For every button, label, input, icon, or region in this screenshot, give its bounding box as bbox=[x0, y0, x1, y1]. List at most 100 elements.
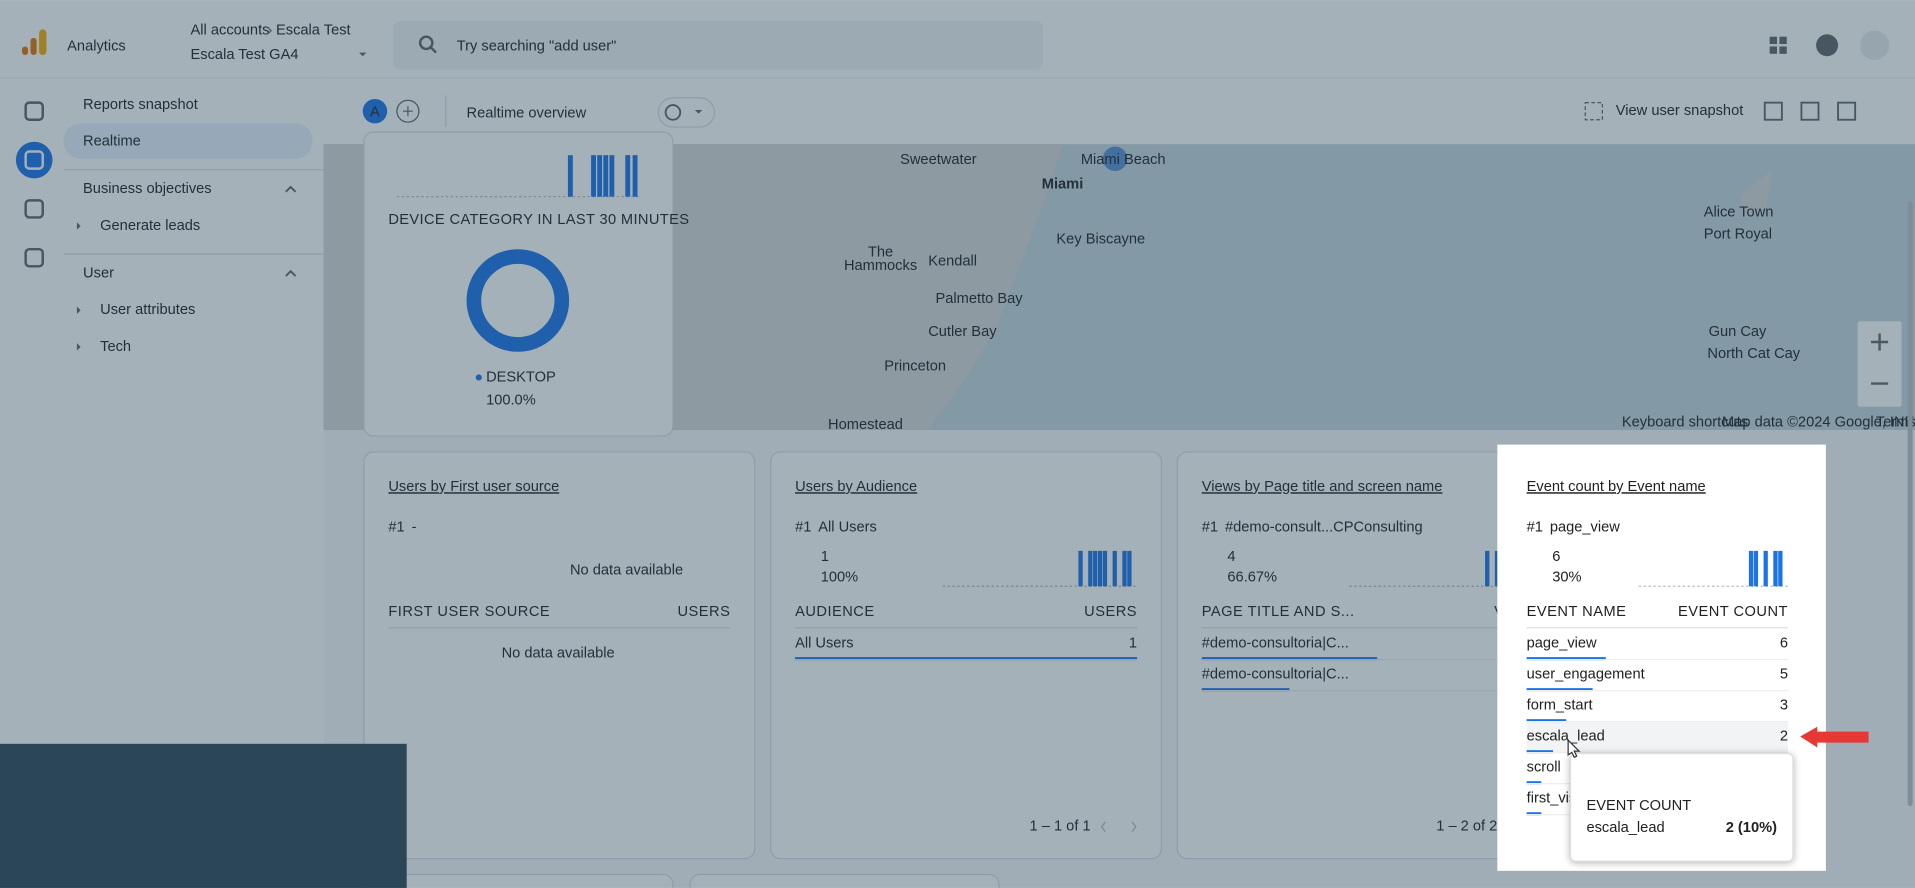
sidebar-item[interactable]: Realtime bbox=[83, 134, 141, 150]
apps-icon bbox=[1779, 46, 1787, 54]
top-value: 6 bbox=[1552, 549, 1560, 565]
logo bbox=[21, 29, 47, 56]
tooltip-name: escala_lead bbox=[1586, 820, 1664, 836]
search-box[interactable] bbox=[393, 20, 1043, 70]
breadcrumb: All accounts bbox=[191, 22, 270, 38]
toolbar-icon[interactable] bbox=[1763, 101, 1783, 121]
card bbox=[770, 451, 1163, 860]
row-value: 6 bbox=[1780, 636, 1788, 652]
row-bar bbox=[795, 657, 1138, 661]
row-name[interactable]: #demo-consultoria|C... bbox=[1202, 667, 1349, 683]
tooltip bbox=[1569, 752, 1794, 862]
map-footer: Terms bbox=[1876, 415, 1915, 431]
row-name[interactable]: user_engagement bbox=[1527, 667, 1645, 683]
nav-active bbox=[15, 141, 53, 179]
plus bbox=[403, 106, 413, 117]
zoom-icons bbox=[1871, 333, 1889, 385]
nav-icon[interactable] bbox=[24, 150, 44, 170]
column-header: USERS bbox=[677, 604, 730, 620]
expand-arrow bbox=[76, 306, 81, 314]
column-header: EVENT NAME bbox=[1527, 604, 1627, 620]
legend-dot bbox=[475, 374, 482, 381]
map-label: Sweetwater bbox=[900, 152, 977, 168]
top-rank: #1 bbox=[1527, 520, 1543, 536]
check-icon bbox=[664, 104, 682, 121]
red-arrow bbox=[1800, 726, 1869, 748]
device-card bbox=[363, 131, 674, 437]
sidebar-item[interactable]: Tech bbox=[100, 339, 131, 355]
card-title[interactable]: Users by First user source bbox=[388, 479, 559, 495]
row-bar bbox=[1526, 781, 1542, 785]
breadcrumb-chevron bbox=[267, 26, 272, 35]
zoom-control[interactable] bbox=[1857, 321, 1902, 407]
snapshot-button[interactable]: View user snapshot bbox=[1616, 103, 1744, 119]
nav-icon[interactable] bbox=[24, 247, 44, 268]
mini-bar bbox=[609, 155, 615, 197]
sidebar-item[interactable]: Generate leads bbox=[100, 218, 200, 234]
top-rank: #1 bbox=[1202, 520, 1218, 536]
toolbar-icon[interactable] bbox=[1800, 101, 1820, 121]
mini-bar bbox=[1088, 550, 1093, 587]
top-rank: #1 bbox=[795, 520, 811, 536]
nav-icon[interactable] bbox=[24, 199, 44, 219]
account-avatar[interactable] bbox=[1860, 30, 1890, 60]
cursor bbox=[1567, 738, 1581, 759]
card-title[interactable]: Event count by Event name bbox=[1527, 479, 1706, 495]
map-label: Port Royal bbox=[1704, 226, 1772, 242]
property-name[interactable]: Escala Test GA4 bbox=[191, 47, 299, 63]
mini-bar bbox=[1127, 550, 1132, 587]
scrollbar bbox=[1907, 201, 1913, 807]
card-title[interactable]: Users by Audience bbox=[795, 479, 917, 495]
help-icon[interactable] bbox=[1816, 34, 1839, 57]
map-label: Cutler Bay bbox=[928, 324, 997, 340]
pagination: 1 – 2 of 2 bbox=[1436, 819, 1497, 835]
map-label: Homestead bbox=[828, 417, 903, 433]
row-name[interactable]: page_view bbox=[1527, 636, 1597, 652]
mini-bar bbox=[597, 155, 603, 197]
top-value: 1 bbox=[821, 549, 829, 565]
column-header: PAGE TITLE AND S... bbox=[1202, 604, 1355, 620]
row-name[interactable]: #demo-consultoria|C... bbox=[1202, 636, 1349, 652]
nav-icon[interactable] bbox=[24, 101, 44, 121]
map-label: Key Biscayne bbox=[1056, 231, 1145, 247]
map-footer: Map data ©2024 Google, INEGI bbox=[1722, 415, 1915, 431]
row-name[interactable]: first_vis bbox=[1527, 791, 1577, 807]
top-pct: 30% bbox=[1552, 570, 1581, 586]
top-name: #demo-consult...CPConsulting bbox=[1225, 520, 1423, 536]
sidebar-section[interactable]: Business objectives bbox=[83, 181, 212, 197]
map-label: North Cat Cay bbox=[1707, 346, 1800, 362]
mini-bar bbox=[1748, 550, 1754, 587]
row-name[interactable]: scroll bbox=[1527, 760, 1561, 776]
row-bar bbox=[1201, 688, 1290, 692]
top-pct: 66.67% bbox=[1227, 570, 1277, 586]
mini-bar bbox=[1078, 550, 1083, 587]
tooltip-value: 2 (10%) bbox=[1726, 820, 1777, 836]
row-value: 3 bbox=[1780, 698, 1788, 714]
apps-icon bbox=[1769, 36, 1777, 45]
map-label: Gun Cay bbox=[1709, 324, 1767, 340]
mini-bar bbox=[1773, 550, 1778, 587]
dropdown bbox=[694, 109, 703, 114]
snapshot-icon bbox=[1584, 102, 1603, 121]
row-bar bbox=[1526, 657, 1606, 661]
card-title[interactable]: Views by Page title and screen name bbox=[1202, 479, 1443, 495]
row-value: 5 bbox=[1780, 667, 1788, 683]
sidebar-section[interactable]: User bbox=[83, 266, 114, 282]
map-label: Miami bbox=[1042, 176, 1084, 192]
row-name[interactable]: form_start bbox=[1527, 698, 1593, 714]
map-footer: Keyboard shortcuts bbox=[1622, 415, 1748, 431]
add-comparison[interactable] bbox=[396, 99, 420, 123]
row-name[interactable]: escala_lead bbox=[1527, 729, 1605, 745]
toolbar-icon[interactable] bbox=[1837, 101, 1857, 121]
map-label: Hammocks bbox=[844, 258, 917, 274]
sidebar-item[interactable]: Reports snapshot bbox=[83, 97, 198, 113]
status-pill[interactable] bbox=[657, 97, 716, 128]
mini-bar bbox=[1093, 550, 1098, 587]
row-bar bbox=[1526, 719, 1567, 723]
map-label: Miami Beach bbox=[1081, 152, 1166, 168]
sidebar-item[interactable]: User attributes bbox=[100, 302, 195, 318]
row-name[interactable]: All Users bbox=[795, 636, 854, 652]
top-value: 4 bbox=[1227, 549, 1235, 565]
top-rank: #1 bbox=[388, 520, 404, 536]
